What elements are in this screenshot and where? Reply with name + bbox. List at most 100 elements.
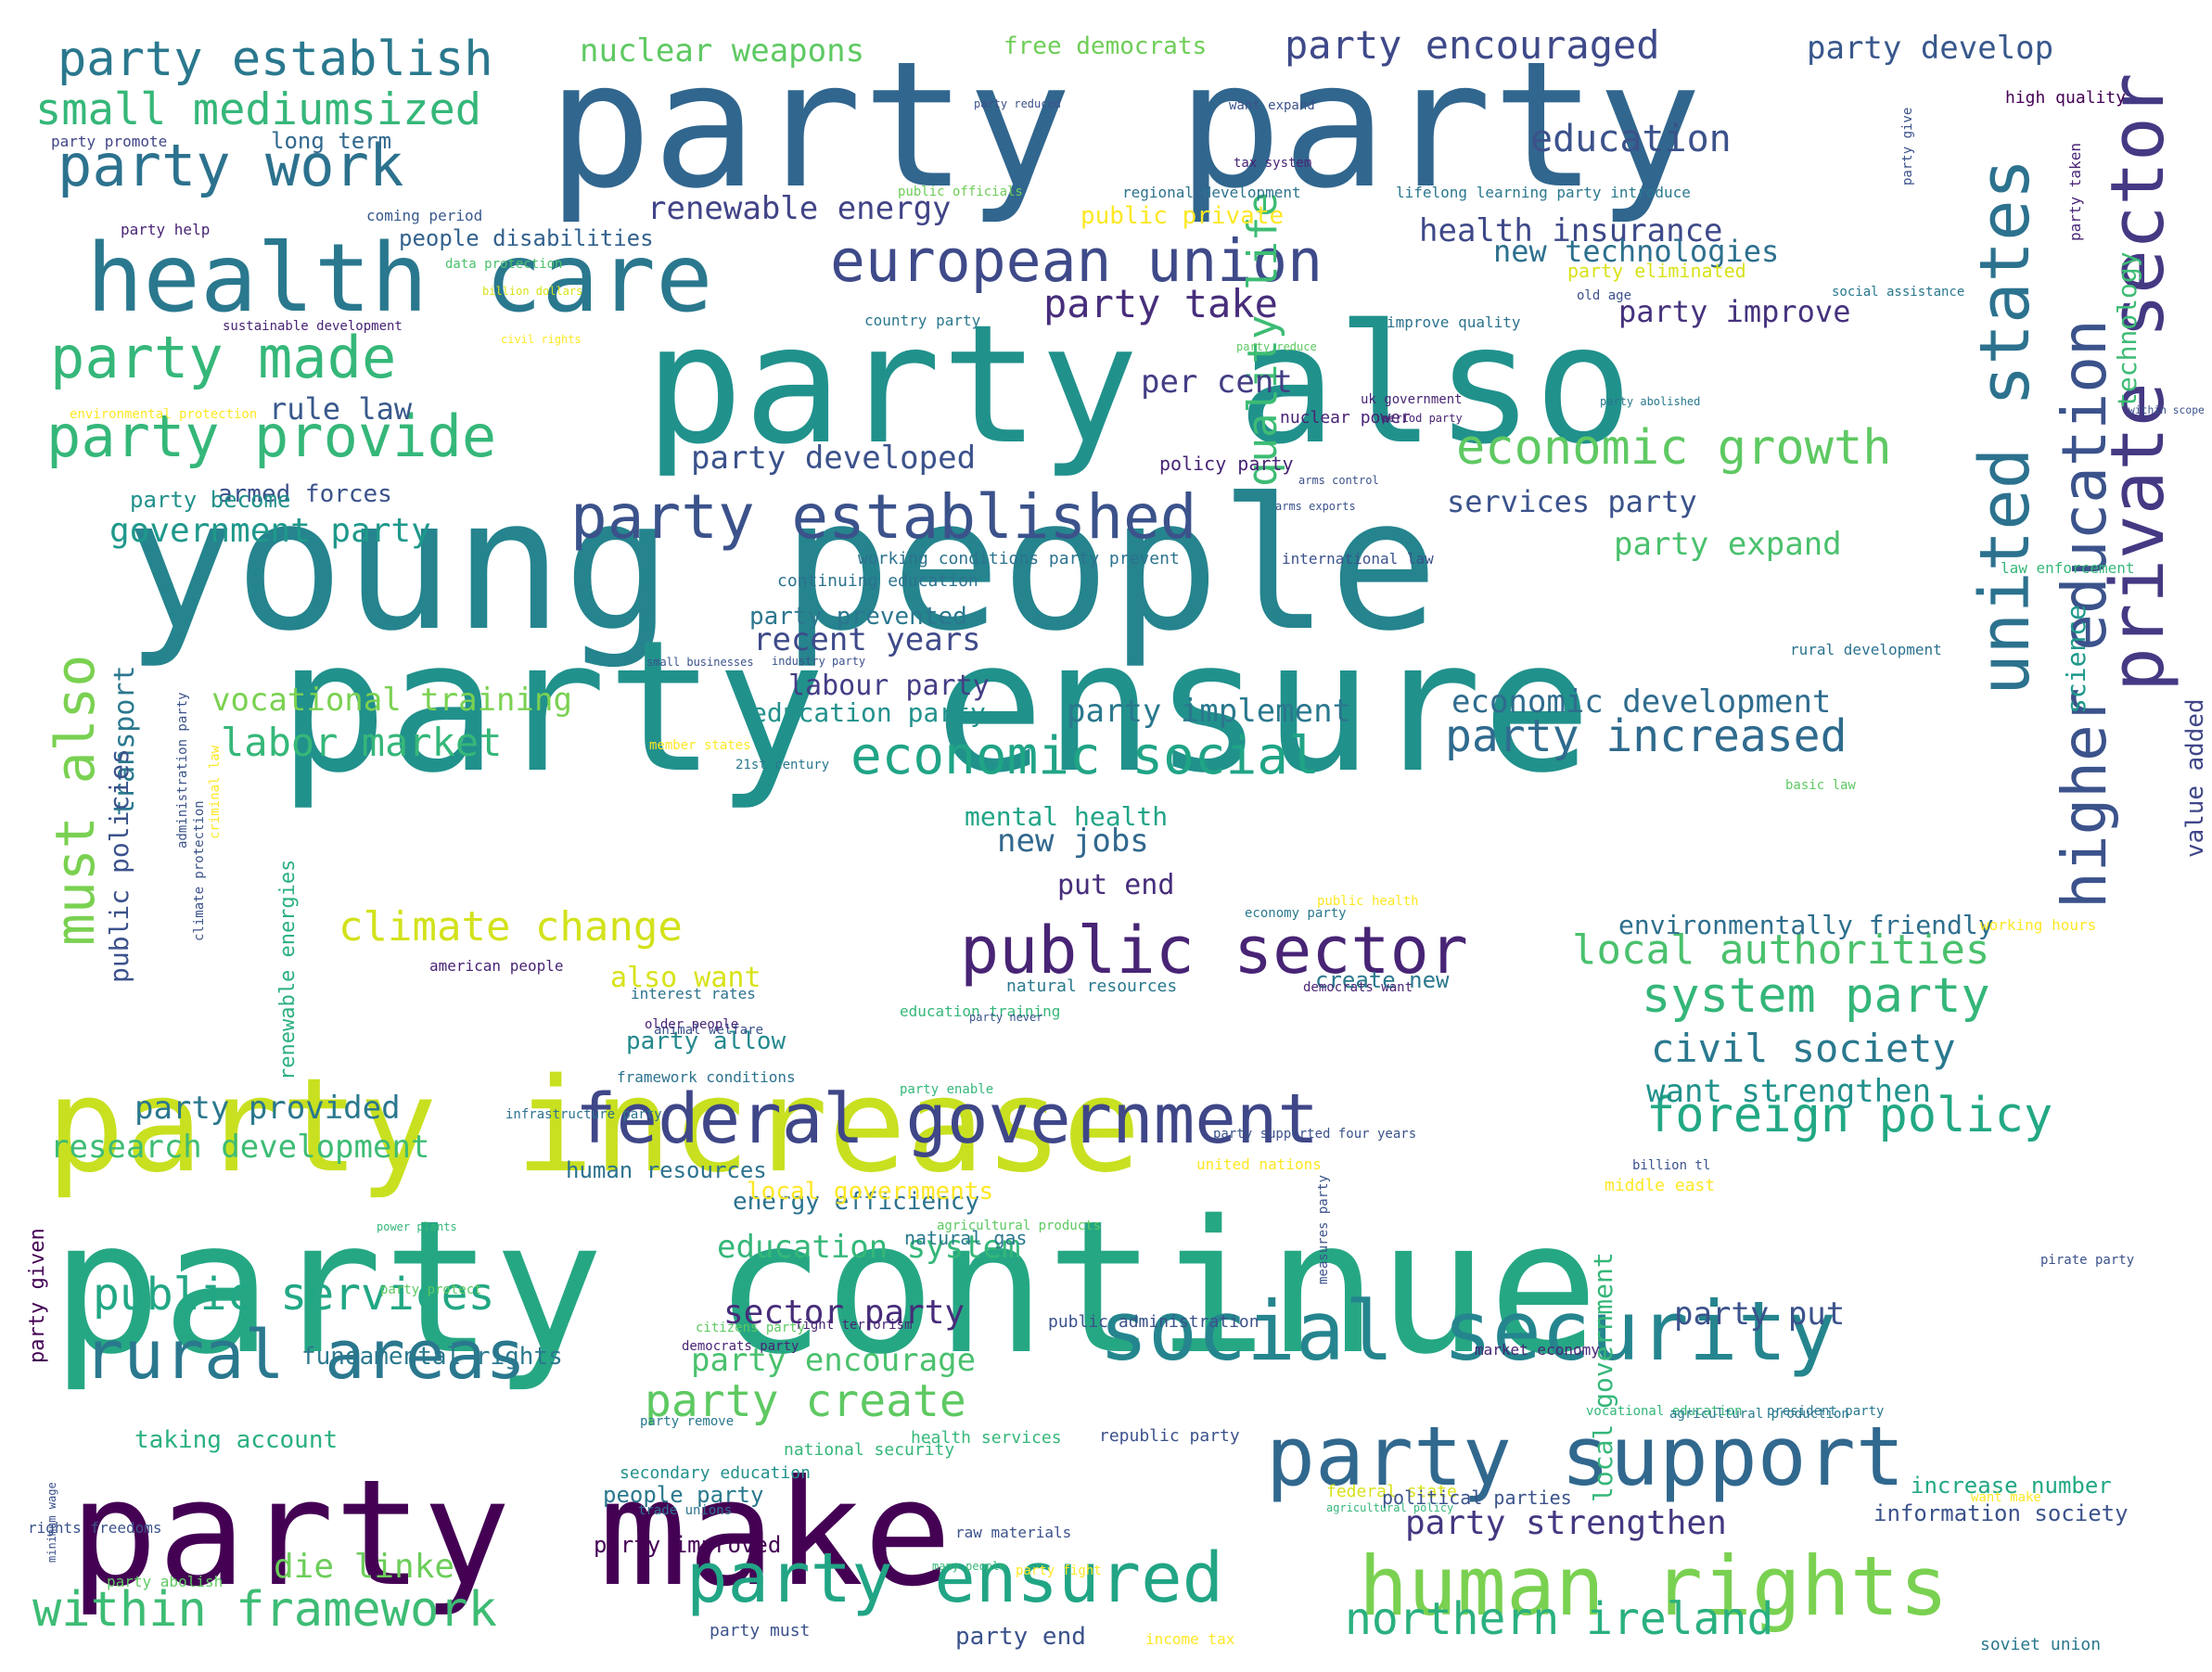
cloud-word-climate-change: climate change	[339, 903, 683, 951]
cloud-word-policy-party: policy party	[1159, 453, 1294, 475]
cloud-word-party-supported-four-years: party supported four years	[1213, 1127, 1417, 1142]
cloud-word-animal-welfare: animal welfare	[654, 1023, 764, 1038]
cloud-word-improve-quality: improve quality	[1387, 313, 1521, 331]
cloud-word-free-democrats: free democrats	[1004, 32, 1208, 60]
cloud-word-criminal-law: criminal law	[208, 745, 223, 839]
cloud-word-party-also: party also	[645, 289, 1633, 480]
cloud-word-middle-east: middle east	[1605, 1176, 1716, 1195]
cloud-word-party-established: party established	[570, 481, 1197, 553]
cloud-word-climate-protection: climate protection	[192, 800, 207, 941]
cloud-word-public-private: public private	[1080, 202, 1285, 230]
cloud-word-interest-rates: interest rates	[631, 985, 756, 1002]
cloud-word-market-economy: market economy	[1475, 1341, 1600, 1359]
cloud-word-education-system: education system	[717, 1229, 1021, 1266]
cloud-word-natural-gas: natural gas	[904, 1227, 1028, 1249]
cloud-word-health-services: health services	[911, 1428, 1062, 1448]
cloud-word-party-increase: party increase	[46, 1051, 1142, 1202]
cloud-word-services-party: services party	[1447, 484, 1697, 519]
cloud-word-party-given: party given	[26, 1228, 49, 1363]
cloud-word-national-security: national security	[784, 1440, 955, 1460]
cloud-word-increase-number: increase number	[1911, 1473, 2112, 1499]
cloud-word-new-technologies: new technologies	[1493, 234, 1780, 269]
cloud-word-fight-terrorism: fight terrorism	[795, 1318, 913, 1333]
cloud-word-human-rights: human rights	[1359, 1538, 1949, 1634]
cloud-word-party-give: party give	[1900, 107, 1915, 185]
cloud-word-power-plants: power plants	[377, 1220, 457, 1233]
cloud-word-income-tax: income tax	[1145, 1630, 1235, 1648]
cloud-word-period-party: period party	[1382, 412, 1463, 425]
cloud-word-party-allow: party allow	[626, 1027, 786, 1055]
cloud-word-armed-forces: armed forces	[218, 480, 392, 508]
cloud-word-party-increased: party increased	[1445, 710, 1848, 762]
cloud-word-energy-efficiency: energy efficiency	[733, 1188, 980, 1216]
cloud-word-tax-system: tax system	[1234, 156, 1312, 171]
cloud-word-party-ensure: party ensure	[278, 602, 1592, 813]
cloud-word-social-assistance: social assistance	[1832, 285, 1965, 300]
cloud-word-local-authorities: local authorities	[1572, 926, 1990, 974]
cloud-word-minimum-wage: minimum wage	[45, 1482, 58, 1563]
cloud-word-uk-government: uk government	[1361, 392, 1463, 407]
cloud-word-civil-society: civil society	[1651, 1026, 1956, 1071]
cloud-word-basic-law: basic law	[1785, 778, 1856, 793]
cloud-word-sector-party: sector party	[723, 1294, 965, 1332]
cloud-word-billion-tl: billion tl	[1632, 1158, 1711, 1173]
cloud-word-want-make: want make	[1971, 1490, 2041, 1505]
cloud-word-federal-government: federal government	[575, 1079, 1319, 1159]
cloud-word-american-people: american people	[429, 957, 564, 975]
cloud-word-working-conditions-party-prevent: working conditions party prevent	[858, 549, 1180, 568]
cloud-word-party-take: party take	[1043, 281, 1278, 326]
cloud-word-economic-development: economic development	[1451, 683, 1832, 721]
cloud-word-party-strengthen: party strengthen	[1405, 1504, 1727, 1542]
cloud-word-nuclear-power: nuclear power	[1280, 408, 1411, 428]
cloud-word-older-people: older people	[645, 1017, 739, 1032]
cloud-word-secondary-education: secondary education	[620, 1463, 811, 1483]
cloud-word-foreign-policy: foreign policy	[1646, 1088, 2053, 1143]
cloud-word-per-cent: per cent	[1141, 364, 1293, 401]
cloud-word-party-improve: party improve	[1618, 294, 1851, 329]
cloud-word-citizens-party: citizens party	[696, 1321, 806, 1335]
cloud-word-party-developed: party developed	[691, 440, 977, 477]
cloud-word-party-made: party made	[50, 324, 397, 391]
cloud-word-party-eliminated: party eliminated	[1567, 260, 1746, 282]
cloud-word-party-prevented: party prevented	[749, 603, 967, 631]
cloud-word-21st-century: 21st century	[735, 758, 830, 772]
cloud-word-labor-market: labor market	[221, 720, 503, 765]
cloud-word-party-never: party never	[969, 1011, 1043, 1024]
cloud-word-information-society: information society	[1873, 1500, 2129, 1526]
cloud-word-people-party: people party	[603, 1482, 764, 1508]
cloud-word-old-age: old age	[1577, 288, 1632, 303]
cloud-word-recent-years: recent years	[753, 621, 981, 658]
cloud-word-party-promote: party promote	[51, 133, 168, 150]
cloud-word-continuing-education: continuing education	[777, 571, 978, 591]
cloud-word-within-scope: within scope	[2129, 403, 2205, 416]
cloud-word-public-officials: public officials	[898, 185, 1023, 199]
cloud-word-natural-resources: natural resources	[1006, 976, 1178, 996]
cloud-word-new-jobs: new jobs	[997, 823, 1149, 860]
cloud-word-must-also: must also	[44, 654, 107, 946]
cloud-word-mental-health: mental health	[965, 801, 1169, 832]
cloud-word-party-abolished: party abolished	[1600, 395, 1701, 408]
cloud-word-arms-control: arms control	[1298, 474, 1379, 487]
cloud-word-value-added: value added	[2181, 698, 2209, 858]
cloud-word-party-become: party become	[130, 487, 291, 513]
cloud-word-party-remove: party remove	[640, 1414, 735, 1429]
cloud-word-long-term: long term	[271, 128, 392, 154]
cloud-word-public-administration: public administration	[1048, 1312, 1259, 1332]
cloud-word-science: science	[2061, 604, 2091, 714]
cloud-word-fundamental-rights: fundamental rights	[301, 1343, 563, 1371]
cloud-word-administration-party: administration party	[175, 692, 190, 849]
cloud-word-education-training: education training	[900, 1002, 1061, 1020]
cloud-word-soviet-union: soviet union	[1980, 1635, 2102, 1654]
cloud-word-within-framework: within framework	[32, 1582, 497, 1638]
cloud-word-party-enable: party enable	[900, 1082, 994, 1097]
cloud-word-vocational-training: vocational training	[211, 682, 572, 719]
cloud-word-sustainable-development: sustainable development	[223, 319, 403, 334]
cloud-word-party-develop: party develop	[1807, 30, 2054, 67]
cloud-word-health-care: health care	[86, 223, 713, 334]
cloud-word-trade-unions: trade unions	[638, 1503, 733, 1518]
cloud-word-government-party: government party	[109, 512, 431, 550]
cloud-word-labour-party: labour party	[788, 670, 990, 702]
cloud-word-party-fight: party fight	[1016, 1564, 1102, 1578]
cloud-word-pirate-party: pirate party	[2040, 1253, 2135, 1268]
